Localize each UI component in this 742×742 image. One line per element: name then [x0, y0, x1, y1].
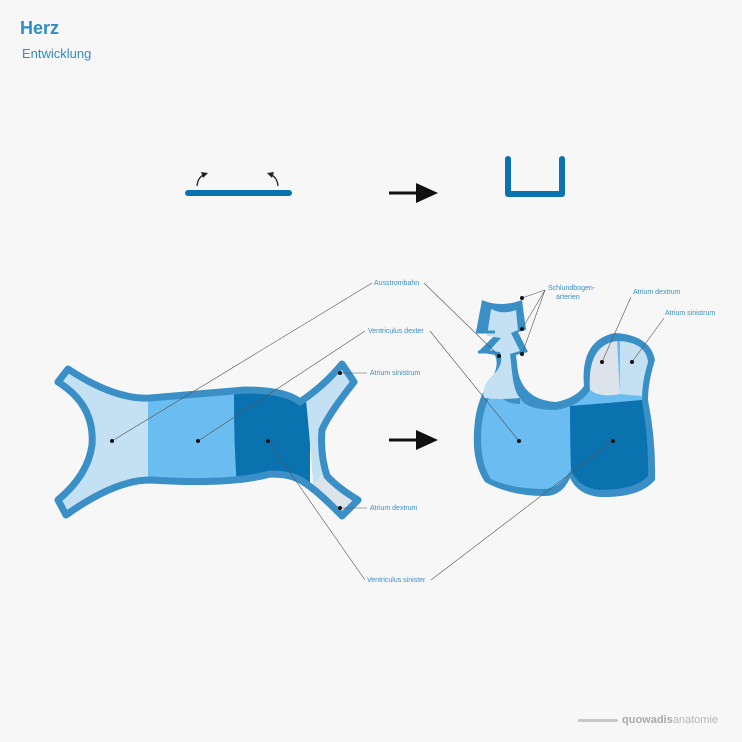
label-schlundbogenarterien-line1: Schlundbogen-	[548, 285, 596, 292]
straight-heart-tube	[54, 360, 362, 520]
arrow-top-icon	[389, 183, 438, 203]
label-ausstrombahn: Ausstrombahn	[374, 280, 419, 287]
page-title: Herz	[20, 18, 60, 38]
label-atrium-sinistrum-right: Atrium sinistrum	[665, 310, 715, 317]
brand-suffix: anatomie	[672, 714, 718, 726]
label-atrium-sinistrum-left: Atrium sinistrum	[370, 370, 420, 377]
arrow-bottom-icon	[389, 430, 438, 450]
page-subtitle: Entwicklung	[22, 46, 92, 61]
label-atrium-dextrum-right: Atrium dextrum	[633, 289, 681, 296]
u-shaped-tube	[505, 156, 565, 197]
label-ventriculus-dexter: Ventriculus dexter	[368, 328, 424, 335]
looped-heart	[473, 300, 656, 498]
marker-dots	[110, 296, 634, 510]
leader-lines	[111, 282, 665, 581]
label-ventriculus-sinister: Ventriculus sinister	[367, 577, 426, 584]
label-atrium-dextrum-left: Atrium dextrum	[370, 505, 418, 512]
brand-name: quowadis	[622, 714, 673, 726]
brand-mark-icon	[578, 718, 618, 722]
brand-logo: quowadis anatomie	[578, 714, 718, 726]
label-schlundbogenarterien-line2: arterien	[556, 294, 580, 301]
flat-plate	[185, 172, 292, 196]
